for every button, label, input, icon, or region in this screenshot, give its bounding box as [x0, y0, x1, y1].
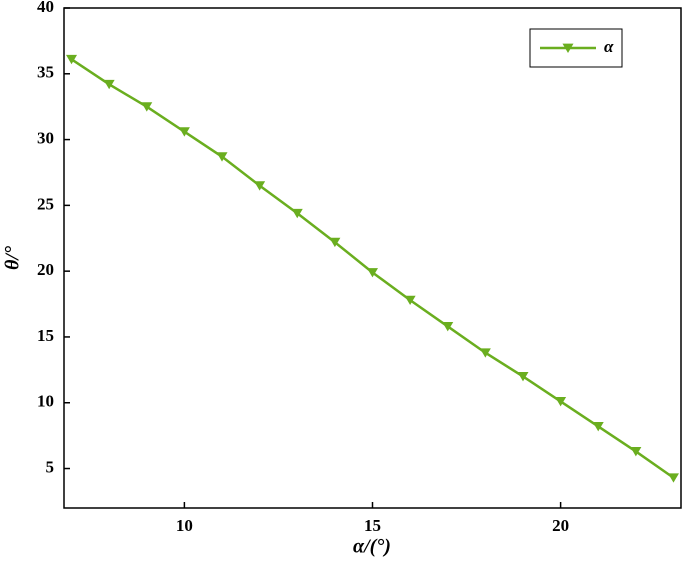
marker: [479, 348, 491, 358]
y-axis-title: θ/°: [2, 246, 24, 270]
marker: [254, 181, 266, 191]
marker: [555, 397, 567, 407]
marker: [141, 102, 153, 112]
marker: [291, 208, 303, 219]
y-tick-label: 5: [46, 457, 55, 476]
y-tick-label: 10: [37, 392, 54, 411]
marker: [66, 54, 78, 65]
x-tick-label: 20: [552, 516, 569, 535]
marker: [517, 372, 529, 382]
y-tick-label: 30: [37, 128, 54, 147]
y-tick-label: 25: [37, 194, 54, 213]
y-tick-label: 20: [37, 260, 54, 279]
marker: [103, 79, 115, 90]
marker: [367, 268, 378, 278]
legend-box: [529, 28, 623, 68]
y-tick-label: 35: [37, 63, 54, 82]
x-tick-label: 15: [364, 516, 381, 535]
marker: [329, 237, 341, 248]
marker: [216, 152, 228, 162]
marker: [630, 447, 642, 457]
marker: [592, 422, 604, 432]
marker: [404, 295, 416, 306]
marker: [178, 127, 190, 137]
x-tick-label: 10: [176, 516, 193, 535]
marker: [667, 473, 679, 483]
y-tick-label: 40: [37, 0, 54, 16]
plot-frame: [63, 7, 682, 509]
legend-label: α: [604, 37, 614, 56]
marker: [442, 322, 454, 332]
legend-marker: [562, 43, 574, 53]
y-tick-label: 15: [37, 326, 54, 345]
x-axis-title: α/(°): [353, 536, 391, 558]
